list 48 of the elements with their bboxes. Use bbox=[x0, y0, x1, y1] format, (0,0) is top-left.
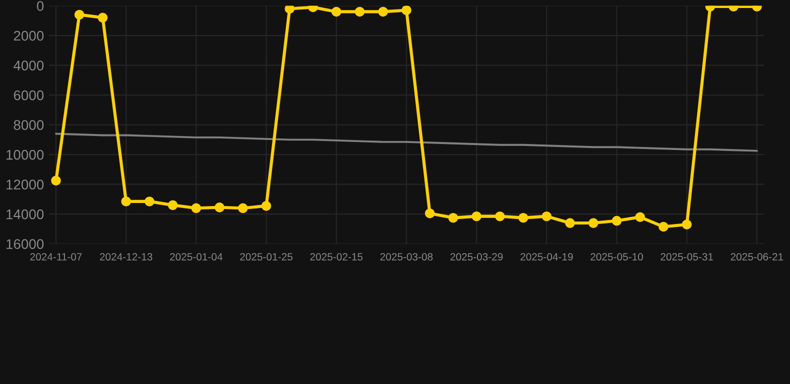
x-tick-label: 2025-05-31 bbox=[660, 253, 713, 261]
point bbox=[51, 176, 61, 186]
x-tick-label: 2024-11-07 bbox=[30, 253, 82, 261]
point bbox=[98, 12, 108, 23]
point bbox=[588, 218, 598, 228]
y-tick-label: 12000 bbox=[6, 180, 44, 190]
point bbox=[424, 208, 435, 218]
point bbox=[635, 212, 645, 222]
x-tick-label: 2025-04-19 bbox=[520, 253, 573, 261]
y-tick-label: 8000 bbox=[14, 120, 44, 130]
x-tick-label: 2025-03-29 bbox=[450, 253, 503, 261]
point bbox=[168, 200, 178, 210]
point bbox=[378, 6, 388, 17]
point bbox=[402, 6, 412, 16]
point bbox=[261, 201, 272, 211]
point bbox=[238, 203, 248, 213]
y-tick-label: 10000 bbox=[6, 150, 44, 160]
point bbox=[518, 212, 528, 223]
y-tick-label: 14000 bbox=[6, 209, 44, 220]
point bbox=[214, 202, 224, 212]
point bbox=[682, 220, 692, 230]
point bbox=[658, 222, 668, 232]
point bbox=[472, 211, 482, 222]
x-tick-label: 2024-12-13 bbox=[100, 253, 152, 261]
x-tick-label: 2025-05-10 bbox=[590, 253, 643, 261]
point bbox=[354, 6, 365, 17]
x-tick-label: 2025-02-15 bbox=[310, 253, 363, 261]
y-tick-label: 16000 bbox=[6, 239, 44, 250]
point bbox=[74, 10, 84, 20]
point bbox=[191, 203, 202, 213]
point bbox=[612, 216, 622, 226]
point bbox=[332, 6, 342, 17]
x-tick-label: 2025-06-21 bbox=[730, 253, 784, 261]
y-tick-label: 4000 bbox=[14, 60, 44, 70]
x-tick-label: 2025-01-25 bbox=[240, 253, 292, 261]
x-tick-label: 2025-01-04 bbox=[170, 253, 223, 261]
y-tick-label: 2000 bbox=[14, 30, 44, 41]
point bbox=[565, 218, 575, 228]
y-tick-label: 0 bbox=[36, 1, 44, 11]
y-tick-label: 6000 bbox=[14, 90, 44, 100]
point bbox=[144, 196, 154, 206]
point bbox=[448, 212, 458, 223]
point bbox=[542, 211, 552, 222]
point bbox=[121, 196, 131, 206]
point bbox=[284, 6, 294, 14]
line-series bbox=[55, 132, 758, 152]
point bbox=[495, 211, 505, 222]
x-tick-label: 2025-03-08 bbox=[380, 253, 433, 261]
